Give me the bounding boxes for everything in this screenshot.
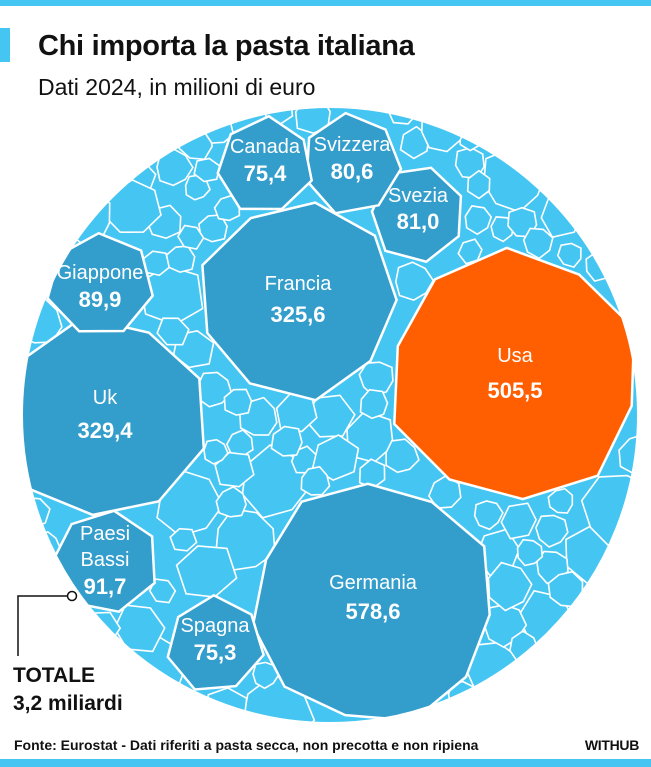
background-cell <box>556 242 582 269</box>
background-cell <box>394 261 435 301</box>
cell-value-paesi-bassi: 91,7 <box>84 574 127 599</box>
chart-title: Chi importa la pasta italiana <box>38 30 415 62</box>
background-cell <box>535 514 569 548</box>
background-cell <box>500 502 537 540</box>
background-cell <box>214 451 255 488</box>
cell-value-spagna: 75,3 <box>194 640 237 665</box>
background-cell <box>156 148 194 187</box>
cell-value-usa: 505,5 <box>487 378 542 403</box>
background-cell <box>487 561 533 612</box>
cell-name-uk: Uk <box>93 387 118 409</box>
total-connector-line <box>17 595 72 656</box>
background-cell <box>522 227 554 260</box>
cell-value-canada: 75,4 <box>244 161 288 186</box>
cell-name-germania: Germania <box>329 572 418 594</box>
cell-uk <box>22 316 206 517</box>
cell-usa <box>393 246 636 501</box>
background-cell <box>156 469 224 537</box>
cell-name-canada: Canada <box>230 136 301 158</box>
cell-value-svizzera: 80,6 <box>331 159 374 184</box>
cell-name-giappone: Giappone <box>57 262 144 284</box>
source-note: Fonte: Eurostat - Dati riferiti a pasta … <box>14 737 479 753</box>
background-cell <box>457 238 483 265</box>
brand-logo: WITHUB <box>584 737 639 753</box>
total-value: 3,2 miliardi <box>13 692 123 715</box>
bottom-accent-bar <box>0 759 651 767</box>
background-cell <box>547 570 584 608</box>
background-cell <box>169 527 198 552</box>
cell-name-francia: Francia <box>265 273 333 295</box>
background-cell <box>464 205 493 236</box>
background-cell <box>215 485 247 518</box>
background-cell <box>165 245 196 274</box>
background-cell <box>359 388 389 420</box>
background-cell <box>311 434 360 481</box>
background-cell <box>176 224 205 250</box>
total-connector-dot <box>66 590 78 602</box>
background-cell <box>156 317 190 346</box>
background-cell <box>618 433 638 476</box>
background-cell <box>473 500 504 531</box>
cell-value-francia: 325,6 <box>270 302 325 327</box>
background-cell <box>547 487 574 514</box>
cell-value-uk: 329,4 <box>77 418 133 443</box>
cell-name-usa: Usa <box>497 345 533 367</box>
total-label: TOTALE <box>13 664 96 687</box>
cell-name-paesi-bassi: Bassi <box>81 549 130 571</box>
background-cell <box>516 538 544 567</box>
cell-name-paesi-bassi: Paesi <box>80 523 130 545</box>
top-accent-bar <box>0 0 651 6</box>
cell-spagna <box>166 593 265 691</box>
cell-value-germania: 578,6 <box>345 599 400 624</box>
cell-name-svizzera: Svizzera <box>314 134 392 156</box>
cell-canada <box>216 114 314 211</box>
cell-name-spagna: Spagna <box>181 615 251 637</box>
background-cell <box>198 214 228 243</box>
background-cell <box>223 388 253 416</box>
cell-paesi-bassi <box>49 509 156 614</box>
background-cell <box>300 465 331 496</box>
chart-circle-outline <box>21 106 639 724</box>
background-cell <box>466 169 491 200</box>
total-annotation: TOTALE 3,2 miliardi <box>13 662 123 718</box>
cell-value-giappone: 89,9 <box>79 287 122 312</box>
cell-name-svezia: Svezia <box>388 185 449 207</box>
title-accent-bar <box>0 28 10 62</box>
background-cell <box>215 508 276 572</box>
background-cell <box>252 661 280 690</box>
background-cell <box>385 438 420 474</box>
background-cell <box>270 425 303 457</box>
cell-value-svezia: 81,0 <box>397 209 440 234</box>
background-cell <box>294 107 331 135</box>
cell-francia <box>201 201 398 402</box>
chart-subtitle: Dati 2024, in milioni di euro <box>38 74 316 100</box>
